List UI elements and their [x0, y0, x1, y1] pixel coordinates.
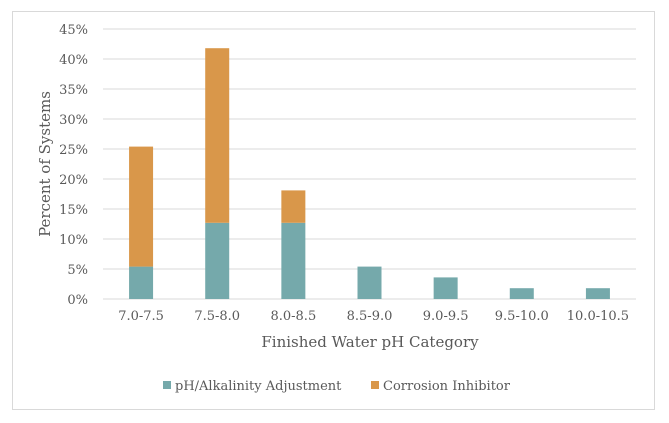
- y-tick-label: 20%: [59, 173, 88, 188]
- y-tick-label: 35%: [59, 83, 88, 98]
- y-tick-label: 40%: [59, 53, 88, 68]
- legend-label: pH/Alkalinity Adjustment: [175, 379, 342, 394]
- legend-item: Corrosion Inhibitor: [371, 379, 511, 394]
- x-axis-title: Finished Water pH Category: [261, 333, 479, 351]
- gridlines: [103, 28, 636, 300]
- bar-segment-corrosion-inhibitor: [129, 146, 154, 267]
- y-tick-label: 5%: [67, 263, 88, 278]
- legend-label: Corrosion Inhibitor: [383, 379, 511, 394]
- x-tick-label: 7.5-8.0: [194, 309, 240, 324]
- legend-swatch: [371, 381, 379, 389]
- legend: pH/Alkalinity Adjustment Corrosion Inhibi…: [163, 379, 511, 394]
- x-tick-label: 8.5-9.0: [347, 309, 393, 324]
- y-tick-labels: 0% 5% 10% 15% 20% 25% 30% 35% 40% 45%: [59, 23, 88, 308]
- x-tick-label: 8.0-8.5: [270, 309, 316, 324]
- legend-item: pH/Alkalinity Adjustment: [163, 379, 342, 394]
- y-tick-label: 15%: [59, 203, 88, 218]
- bar-segment-ph-alkalinity: [433, 277, 458, 299]
- y-tick-label: 0%: [67, 293, 88, 308]
- bar-segment-corrosion-inhibitor: [205, 48, 230, 223]
- y-tick-label: 45%: [59, 23, 88, 38]
- x-tick-label: 9.0-9.5: [423, 309, 469, 324]
- y-axis-title: Percent of Systems: [36, 91, 54, 237]
- bar-segment-corrosion-inhibitor: [281, 190, 306, 223]
- legend-swatch: [163, 381, 171, 389]
- x-tick-label: 9.5-10.0: [495, 309, 549, 324]
- bar-segment-ph-alkalinity: [205, 222, 230, 299]
- bar-segment-ph-alkalinity: [509, 288, 534, 299]
- bar-segment-ph-alkalinity: [281, 222, 306, 299]
- bars: [129, 48, 610, 299]
- bar-segment-ph-alkalinity: [357, 266, 382, 299]
- x-tick-label: 7.0-7.5: [118, 309, 164, 324]
- bar-segment-ph-alkalinity: [585, 288, 610, 299]
- bar-segment-ph-alkalinity: [129, 266, 154, 299]
- chart-frame: [12, 11, 655, 410]
- y-tick-label: 25%: [59, 143, 88, 158]
- x-tick-label: 10.0-10.5: [567, 309, 629, 324]
- y-tick-label: 30%: [59, 113, 88, 128]
- y-tick-label: 10%: [59, 233, 88, 248]
- x-tick-labels: 7.0-7.5 7.5-8.0 8.0-8.5 8.5-9.0 9.0-9.5 9.5-1…: [118, 309, 629, 324]
